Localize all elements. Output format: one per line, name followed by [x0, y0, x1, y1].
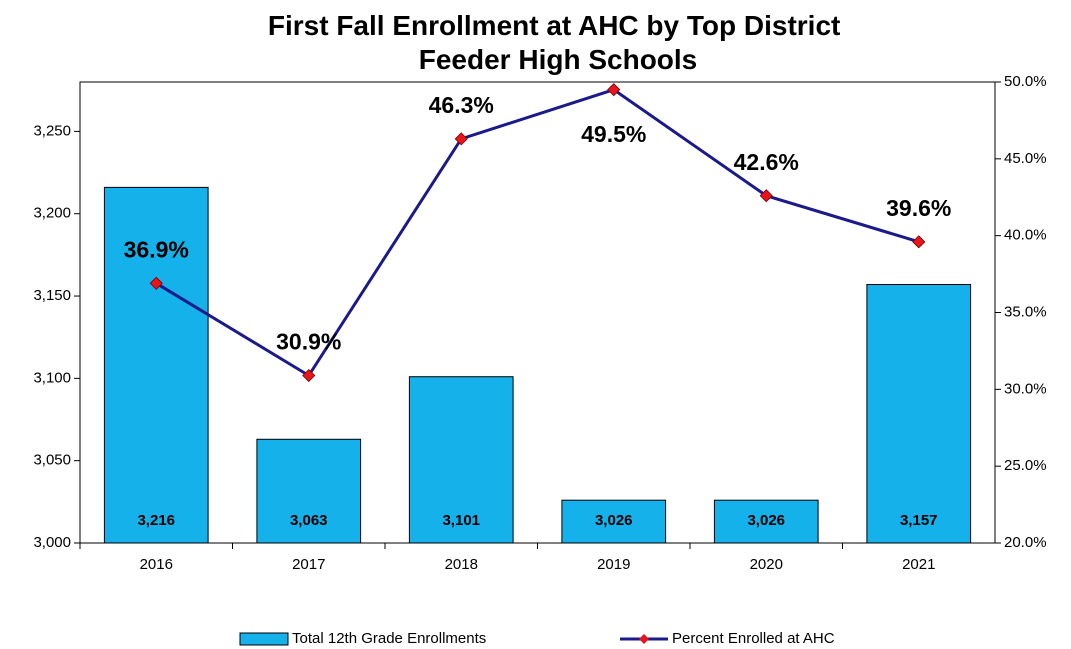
- y2-tick-label: 50.0%: [1004, 73, 1047, 90]
- legend-marker: [639, 634, 649, 644]
- y-tick-label: 3,000: [33, 534, 71, 551]
- line-value-label: 42.6%: [734, 149, 799, 175]
- line: [155, 88, 920, 378]
- x-tick-label: 2017: [292, 556, 325, 573]
- line-value-label: 36.9%: [124, 236, 189, 262]
- line-marker: [149, 276, 163, 290]
- y-tick-label: 3,150: [33, 287, 71, 304]
- line-marker: [607, 83, 621, 97]
- line-value-label: 46.3%: [429, 92, 494, 118]
- x-tick-label: 2019: [597, 556, 630, 573]
- bar-value-label: 3,101: [442, 512, 480, 529]
- y-tick-label: 3,050: [33, 452, 71, 469]
- line-marker: [912, 235, 926, 249]
- y-tick-label: 3,200: [33, 205, 71, 222]
- x-tick-label: 2018: [445, 556, 478, 573]
- line-value-label: 49.5%: [581, 121, 646, 147]
- bar: [866, 284, 972, 544]
- bar: [713, 499, 819, 544]
- plot-area: [79, 81, 996, 544]
- bar-value-label: 3,026: [747, 512, 785, 529]
- y-tick-label: 3,250: [33, 122, 71, 139]
- line-marker: [454, 132, 468, 146]
- bar: [256, 438, 362, 544]
- y-tick-label: 3,100: [33, 369, 71, 386]
- legend-swatch: [239, 632, 289, 646]
- bar: [408, 376, 514, 544]
- y2-tick-label: 20.0%: [1004, 534, 1047, 551]
- line-value-label: 39.6%: [886, 195, 951, 221]
- bar: [103, 186, 209, 544]
- title-line: Feeder High Schools: [419, 44, 698, 75]
- x-tick-label: 2016: [140, 556, 173, 573]
- y2-tick-label: 35.0%: [1004, 303, 1047, 320]
- bar-value-label: 3,157: [900, 512, 938, 529]
- x-tick-label: 2021: [902, 556, 935, 573]
- y2-tick-label: 30.0%: [1004, 380, 1047, 397]
- y2-tick-label: 45.0%: [1004, 150, 1047, 167]
- line-value-label: 30.9%: [276, 329, 341, 355]
- bar: [561, 499, 667, 544]
- title-line: First Fall Enrollment at AHC by Top Dist…: [268, 10, 841, 41]
- chart-title: First Fall Enrollment at AHC by Top Dist…: [268, 10, 848, 75]
- line-marker: [302, 368, 316, 383]
- y2-tick-label: 25.0%: [1004, 457, 1047, 474]
- bar-value-label: 3,216: [137, 512, 175, 529]
- line-marker: [759, 189, 773, 203]
- legend-label: Total 12th Grade Enrollments: [292, 630, 486, 647]
- x-tick-label: 2020: [750, 556, 783, 573]
- bar-value-label: 3,063: [290, 512, 328, 529]
- y2-tick-label: 40.0%: [1004, 227, 1047, 244]
- bar-value-label: 3,026: [595, 512, 633, 529]
- legend-label: Percent Enrolled at AHC: [672, 630, 835, 647]
